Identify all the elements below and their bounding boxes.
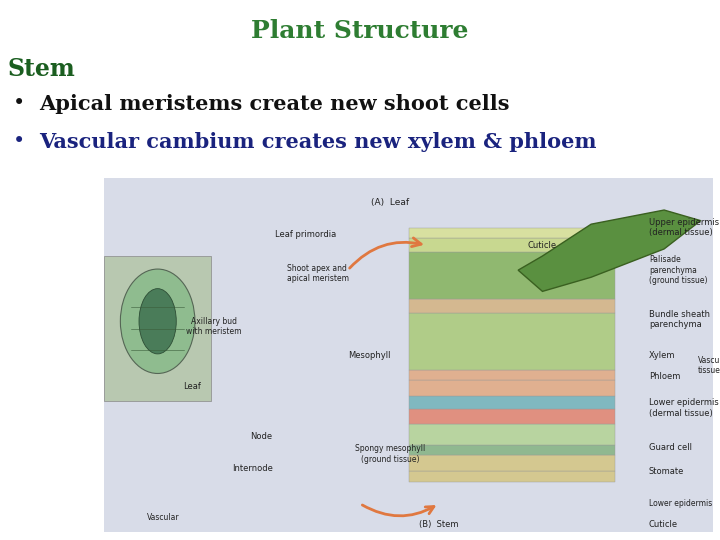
FancyBboxPatch shape [409,299,616,313]
FancyBboxPatch shape [409,455,616,471]
Text: Lower epidermis
(dermal tissue): Lower epidermis (dermal tissue) [649,399,719,418]
FancyBboxPatch shape [409,228,616,238]
Text: Upper epidermis
(dermal tissue): Upper epidermis (dermal tissue) [649,218,719,238]
Text: Palisade
parenchyma
(ground tissue): Palisade parenchyma (ground tissue) [649,255,708,285]
Text: Plant Structure: Plant Structure [251,19,469,43]
Text: Phloem: Phloem [649,372,680,381]
Text: Xylem: Xylem [649,350,675,360]
Text: Leaf primordia: Leaf primordia [275,230,336,239]
FancyBboxPatch shape [409,238,616,252]
Text: Vascular cambium creates new xylem & phloem: Vascular cambium creates new xylem & phl… [40,132,597,152]
FancyBboxPatch shape [409,380,616,396]
Text: Vascular: Vascular [147,513,179,522]
Text: Cuticle: Cuticle [528,241,557,250]
FancyBboxPatch shape [409,424,616,445]
FancyBboxPatch shape [409,471,616,482]
FancyBboxPatch shape [409,252,616,299]
Text: (B)  Stem: (B) Stem [419,521,459,529]
FancyBboxPatch shape [409,370,616,380]
FancyBboxPatch shape [104,178,713,532]
Text: Mesophyll: Mesophyll [348,350,390,360]
FancyBboxPatch shape [409,396,616,409]
Text: Internode: Internode [232,464,273,472]
Text: Lower epidermis: Lower epidermis [649,499,712,508]
Text: (A)  Leaf: (A) Leaf [372,199,410,207]
Text: Apical meristems create new shoot cells: Apical meristems create new shoot cells [40,94,510,114]
Text: Cuticle: Cuticle [649,521,678,529]
Text: Spongy mesophyll
(ground tissue): Spongy mesophyll (ground tissue) [355,444,426,464]
Text: Shoot apex and
apical meristem: Shoot apex and apical meristem [287,264,349,284]
Text: Node: Node [251,432,273,441]
Text: Stem: Stem [7,57,75,80]
Text: Bundle sheath
parenchyma: Bundle sheath parenchyma [649,310,710,329]
FancyBboxPatch shape [104,256,211,401]
Text: Leaf: Leaf [184,382,202,392]
Ellipse shape [139,289,176,354]
Text: •: • [13,94,25,113]
Polygon shape [518,210,701,292]
FancyBboxPatch shape [409,409,616,424]
Text: Vascular
tissues: Vascular tissues [698,356,720,375]
Text: •: • [13,132,25,151]
Text: Stomate: Stomate [649,467,684,476]
Text: Axillary bud
with meristem: Axillary bud with meristem [186,317,242,336]
Text: Guard cell: Guard cell [649,442,692,451]
FancyBboxPatch shape [409,313,616,370]
FancyBboxPatch shape [409,445,616,455]
Ellipse shape [120,269,195,374]
